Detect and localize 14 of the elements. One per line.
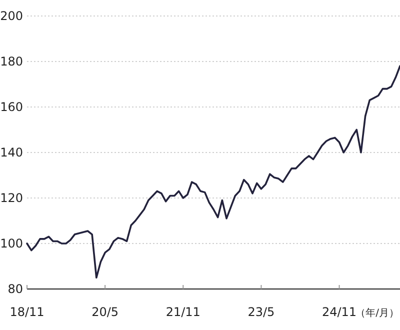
x-tick-label: 20/5 (92, 305, 119, 319)
y-tick-label: 80 (8, 282, 23, 296)
y-tick-label: 180 (0, 54, 23, 68)
x-tick-label: 23/5 (248, 305, 275, 319)
y-tick-label: 160 (0, 100, 23, 114)
y-tick-label: 100 (0, 236, 23, 250)
x-tick-label: 18/11 (10, 305, 44, 319)
x-tick-label: 24/11 (322, 305, 357, 319)
y-tick-label: 120 (0, 191, 23, 205)
y-tick-label: 140 (0, 146, 23, 160)
x-tick-label: 21/11 (166, 305, 200, 319)
x-axis-title: （年/月） (356, 307, 399, 319)
y-tick-label: 200 (0, 9, 23, 23)
line-series (26, 65, 400, 279)
